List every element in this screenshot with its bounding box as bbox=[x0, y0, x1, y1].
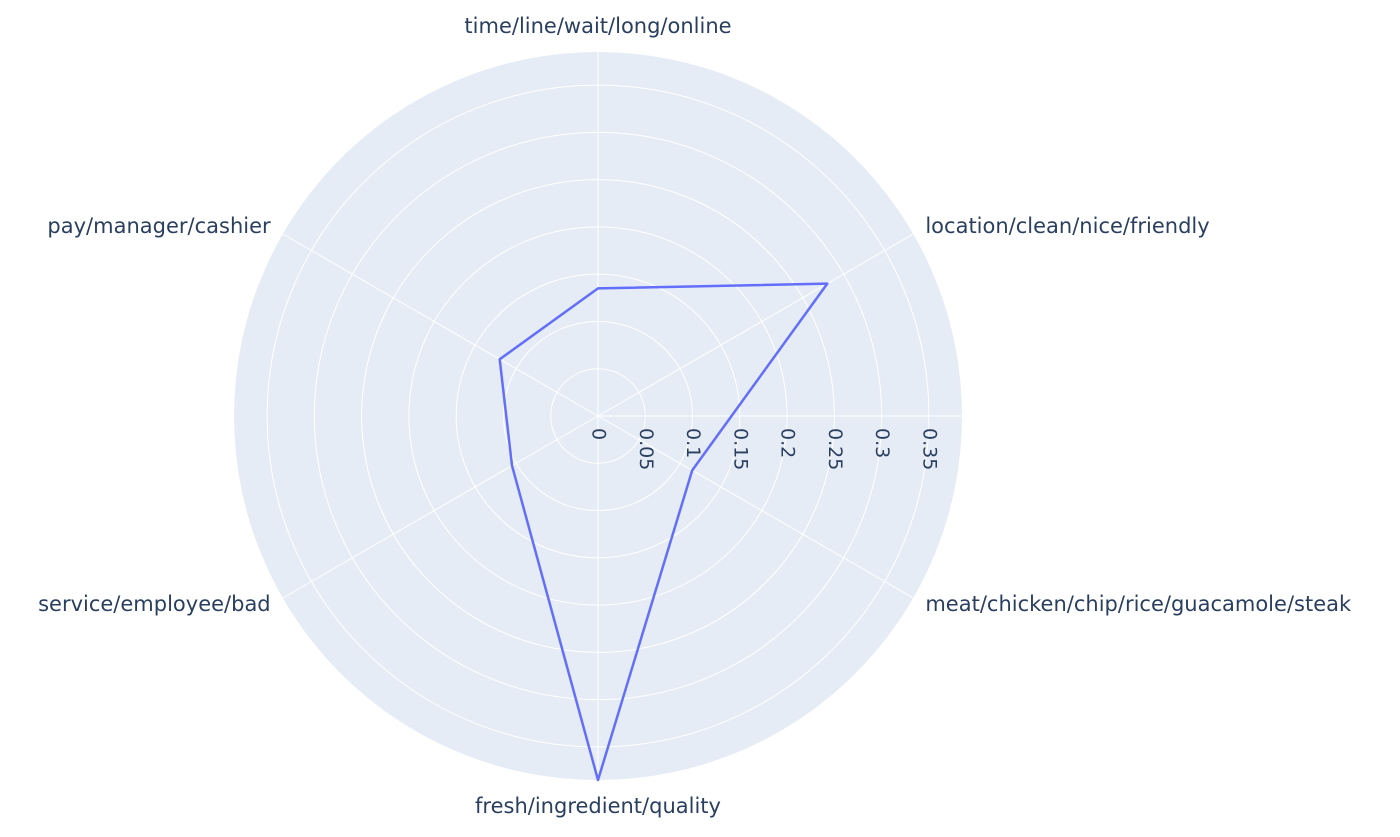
category-label-4: service/employee/bad bbox=[38, 592, 271, 616]
series-layer bbox=[498, 282, 829, 782]
category-label-0: time/line/wait/long/online bbox=[464, 14, 731, 38]
angular-gridline-2 bbox=[597, 415, 914, 599]
radial-tick-label: 0.25 bbox=[824, 428, 846, 470]
category-labels: time/line/wait/long/online location/clean… bbox=[38, 14, 1352, 818]
angular-gridline-5 bbox=[282, 233, 599, 417]
radial-tick-label: 0.15 bbox=[729, 428, 751, 470]
radial-tick-label: 0.2 bbox=[777, 428, 799, 458]
series-line-0 bbox=[498, 282, 829, 782]
radial-tick-labels: 0 0.05 0.1 0.15 0.2 0.25 0.3 0.35 bbox=[588, 428, 941, 470]
category-label-5: pay/manager/cashier bbox=[47, 214, 271, 238]
radial-tick-label: 0.35 bbox=[918, 428, 940, 470]
category-label-3: fresh/ingredient/quality bbox=[475, 794, 721, 818]
category-label-2: meat/chicken/chip/rice/guacamole/steak bbox=[925, 592, 1352, 616]
angular-gridline-4 bbox=[282, 415, 599, 599]
radial-tick-label: 0.1 bbox=[682, 428, 704, 458]
radial-tick-label: 0.3 bbox=[871, 428, 893, 458]
radial-tick-label: 0 bbox=[588, 428, 610, 440]
radial-tick-label: 0.05 bbox=[635, 428, 657, 470]
angular-grid bbox=[282, 52, 962, 780]
angular-gridline-1 bbox=[597, 233, 914, 417]
category-label-1: location/clean/nice/friendly bbox=[925, 214, 1209, 238]
